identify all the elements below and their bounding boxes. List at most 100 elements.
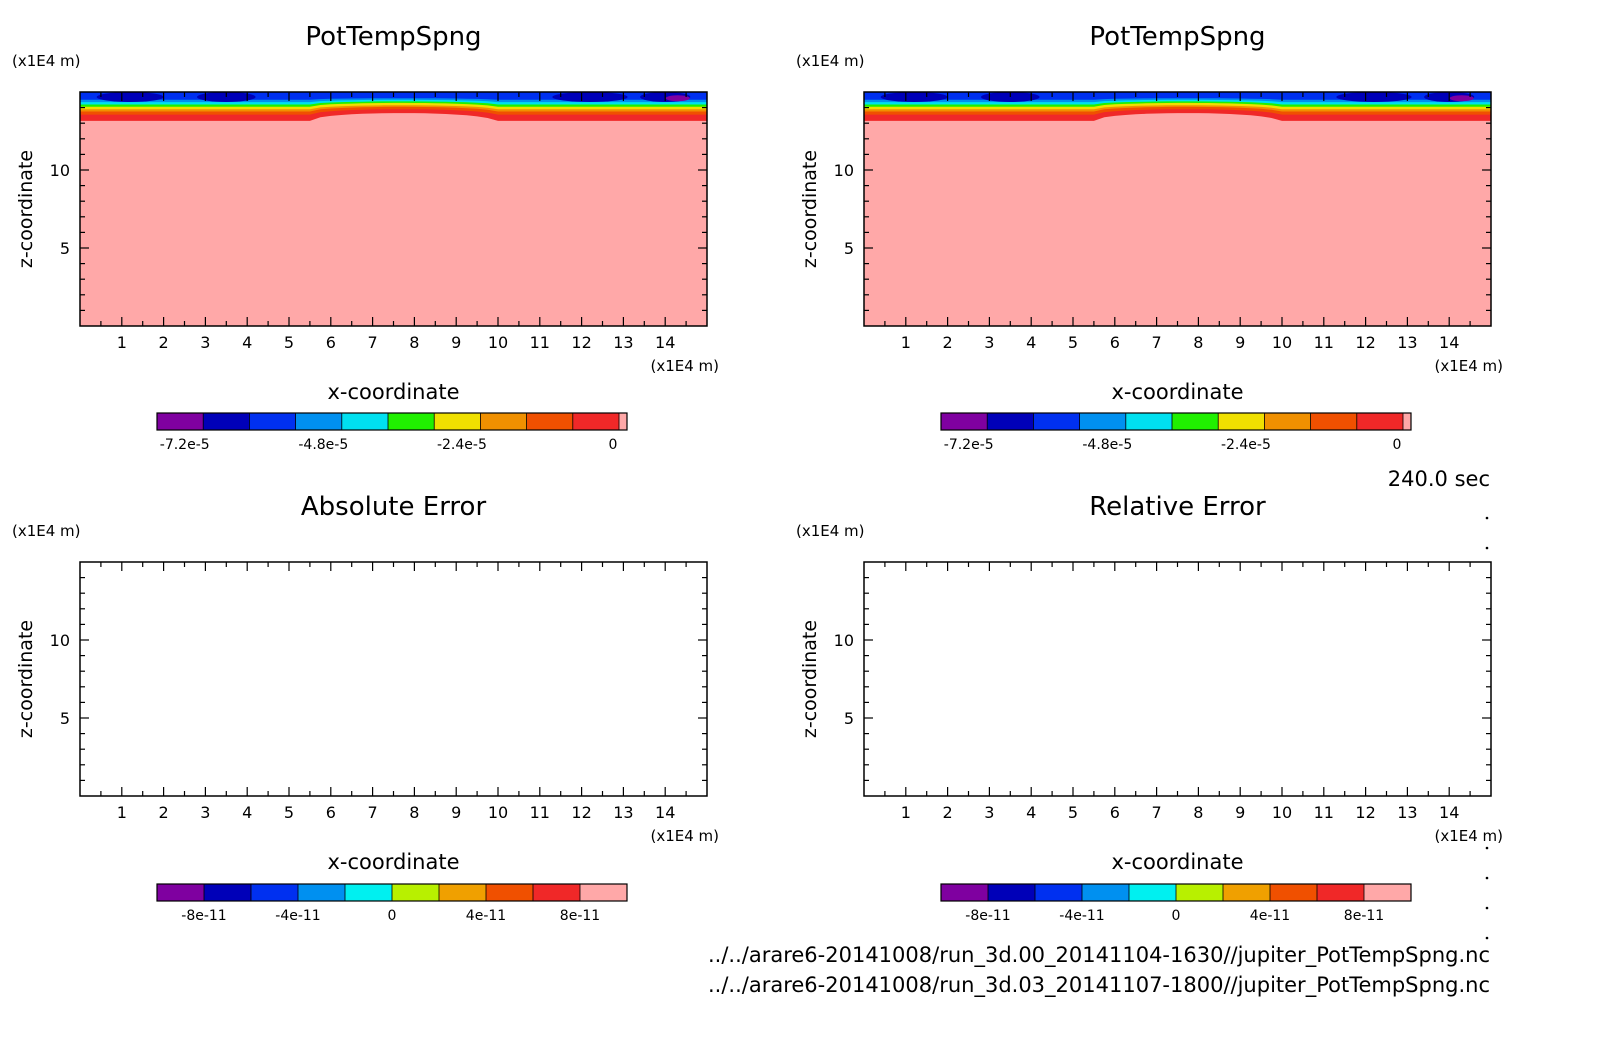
field-blob-0 [96,91,164,102]
x-tick-label: 10 [488,803,508,822]
x-tick-label: 6 [326,333,336,352]
x-tick-label: 1 [901,333,911,352]
colorbar-cell [526,413,573,430]
field-blob-0 [880,91,948,102]
x-tick-label: 10 [1272,333,1292,352]
y-unit-label: (x1E4 m) [796,52,865,70]
x-tick-label: 13 [1397,803,1417,822]
y-tick-label: 10 [50,161,70,180]
colorbar-cell [1079,413,1126,430]
x-tick-label: 12 [1355,803,1375,822]
colorbar-tick-label: 0 [1172,908,1181,924]
x-tick-label: 13 [1397,333,1417,352]
x-tick-label: 5 [1068,803,1078,822]
x-tick-label: 9 [1235,803,1245,822]
dot-marker [1485,936,1489,940]
x-tick-label: 8 [1193,803,1203,822]
x-tick-label: 12 [1355,333,1375,352]
x-tick-label: 2 [943,803,953,822]
panel-title: Relative Error [1089,492,1266,522]
colorbar-cell [1403,413,1411,430]
colorbar-cell [1264,413,1311,430]
y-tick-label: 10 [50,631,70,650]
x-tick-label: 6 [326,803,336,822]
colorbar-tick-label: -2.4e-5 [437,437,487,453]
x-tick-label: 2 [159,333,169,352]
colorbar-tick-label: 8e-11 [1344,908,1384,924]
colorbar-cell [345,884,392,901]
x-tick-label: 5 [284,803,294,822]
field-base-layer [864,92,1491,326]
colorbar-cell [1356,413,1403,430]
x-tick-label: 10 [488,333,508,352]
colorbar-tick-label: 0 [1393,437,1402,453]
annotations: 240.0 sec ../../arare6-20141008/run_3d.00… [708,467,1490,998]
x-tick-label: 4 [242,333,252,352]
colorbar-cell [1176,884,1223,901]
x-tick-label: 3 [984,333,994,352]
dot-marker [1485,516,1489,520]
colorbar-cell [572,413,619,430]
x-tick-label: 11 [530,333,550,352]
x-tick-label: 9 [1235,333,1245,352]
x-tick-label: 6 [1110,333,1120,352]
colorbar-cell [1035,884,1082,901]
chart-panel-4: Relative Error(x1E4 m)1 2 3 4 5 6 7 8 9 10 11 12 13 1… [796,492,1503,924]
colorbar-tick-label: 0 [388,908,397,924]
colorbar-cell [439,884,486,901]
x-tick-label: 7 [368,333,378,352]
x-axis-label: x-coordinate [1111,850,1243,874]
colorbar-cell [988,884,1035,901]
colorbar-cell [392,884,439,901]
colorbar-cell [388,413,435,430]
y-unit-label: (x1E4 m) [12,522,81,540]
x-tick-label: 13 [613,333,633,352]
colorbar-cell [1129,884,1176,901]
colorbar-cell [1223,884,1270,901]
x-unit-label: (x1E4 m) [650,827,719,845]
plot-frame [863,561,1492,797]
x-tick-label: 11 [1314,333,1334,352]
chart-panel-3: Absolute Error(x1E4 m)1 2 3 4 5 6 7 8 9 10 11 12 13 1… [12,492,719,924]
colorbar-tick-label: -7.2e-5 [160,437,210,453]
x-tick-label: 8 [409,333,419,352]
colorbar-cell [1082,884,1129,901]
colorbar-tick-label: -4.8e-5 [298,437,348,453]
x-tick-label: 1 [901,803,911,822]
y-axis-label: z-coordinate [799,620,821,738]
x-tick-label: 4 [242,803,252,822]
y-tick-label: 5 [844,239,854,258]
x-axis-label: x-coordinate [1111,380,1243,404]
x-tick-label: 7 [1152,803,1162,822]
colorbar-cell [295,413,342,430]
colorbar-frame [940,412,1412,431]
colorbar-tick-label: 4e-11 [1250,908,1290,924]
colorbar-tick-label: 0 [609,437,618,453]
dot-marker [1485,906,1489,910]
field-blob-2 [552,91,628,102]
x-tick-label: 7 [368,803,378,822]
colorbar-cell [941,884,988,901]
colorbar-cell [298,884,345,901]
chart-panel-2: PotTempSpng(x1E4 m)1 2 3 4 5 6 7 8 9 10 11 12 13 1451… [796,22,1503,453]
x-tick-label: 7 [1152,333,1162,352]
x-axis-label: x-coordinate [327,380,459,404]
x-tick-label: 6 [1110,803,1120,822]
x-tick-label: 9 [451,333,461,352]
colorbar-cell [341,413,388,430]
y-axis-label: z-coordinate [799,150,821,268]
colorbar-cell [619,413,627,430]
x-tick-label: 1 [117,333,127,352]
y-tick-label: 10 [834,161,854,180]
y-unit-label: (x1E4 m) [12,52,81,70]
y-tick-label: 10 [834,631,854,650]
field-blob-2 [1336,91,1412,102]
colorbar-tick-label: 8e-11 [560,908,600,924]
colorbar-cell [251,884,298,901]
chart-panel-1: PotTempSpng(x1E4 m)1 2 3 4 5 6 7 8 9 10 11 12 13 1451… [12,22,719,453]
field-blob-min [665,95,690,102]
colorbar-tick-label: 4e-11 [466,908,506,924]
colorbar-cell [941,413,988,430]
colorbar-cell [1125,413,1172,430]
